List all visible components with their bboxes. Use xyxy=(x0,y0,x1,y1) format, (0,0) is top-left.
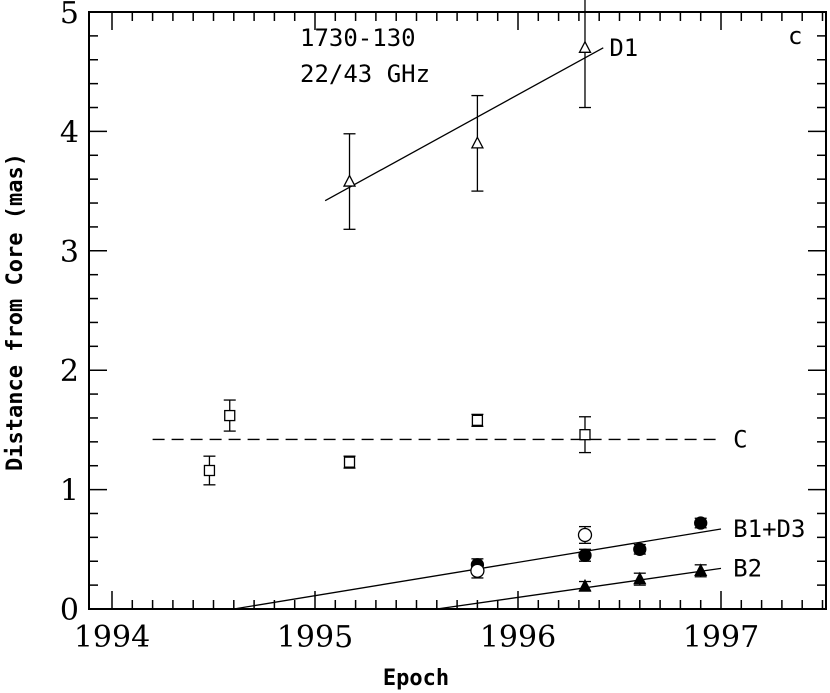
series-label: B2 xyxy=(733,554,762,582)
fit-line xyxy=(436,567,722,610)
fit-line xyxy=(324,47,604,202)
y-tick-label: 1 xyxy=(60,474,79,509)
x-tick-label: 1996 xyxy=(480,620,556,655)
panel-label: c xyxy=(788,22,802,50)
error-bars xyxy=(203,0,707,592)
data-point-triangle xyxy=(470,135,484,149)
data-point-triangle xyxy=(578,578,592,592)
series-label: C xyxy=(733,425,747,453)
y-tick-label: 2 xyxy=(60,354,79,389)
data-point-square xyxy=(343,456,356,468)
x-axis-label: Epoch xyxy=(383,666,449,691)
y-tick-label: 4 xyxy=(60,115,79,150)
x-tick-label: 1994 xyxy=(74,620,150,655)
data-point-square xyxy=(224,409,236,422)
series-label: D1 xyxy=(609,34,638,62)
data-point-open-circle xyxy=(577,527,593,543)
data-points xyxy=(203,40,708,592)
y-tick-label: 0 xyxy=(60,593,79,628)
fit-lines xyxy=(152,47,722,610)
series-label: B1+D3 xyxy=(733,515,805,543)
data-point-triangle xyxy=(633,571,647,585)
data-point-filled-circle xyxy=(694,516,708,530)
data-point-square xyxy=(579,429,591,441)
data-point-square xyxy=(471,414,484,426)
data-point-open-circle xyxy=(470,563,485,578)
data-point-square xyxy=(203,464,216,477)
data-point-filled-circle xyxy=(578,548,592,562)
y-tick-label: 3 xyxy=(60,235,79,270)
data-point-triangle xyxy=(694,563,708,576)
y-tick-label: 5 xyxy=(60,0,79,31)
plot-frame xyxy=(88,11,827,610)
data-point-triangle xyxy=(342,174,357,187)
chart-title: 1730-130 xyxy=(300,24,416,52)
axis-ticks xyxy=(89,11,826,610)
data-point-filled-circle xyxy=(633,542,647,556)
axis-tick-labels: 1994 1995 1996 1997 0 1 2 3 4 5 xyxy=(60,0,759,655)
chart-subtitle: 22/43 GHz xyxy=(300,60,430,88)
data-point-triangle xyxy=(578,40,592,53)
x-tick-label: 1997 xyxy=(683,620,759,655)
x-tick-label: 1995 xyxy=(277,620,353,655)
y-axis-label: Distance from Core (mas) xyxy=(3,153,28,471)
series-annotations: D1 C B1+D3 B2 xyxy=(609,34,805,583)
